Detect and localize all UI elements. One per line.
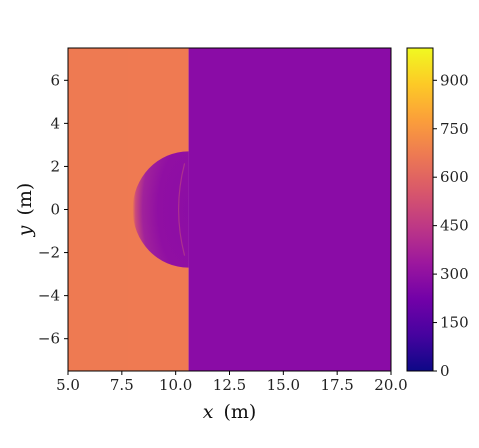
background-region [188, 48, 391, 371]
colorbar-tick-label: 750 [440, 120, 469, 138]
x-axis-ticks: 5.0 7.5 10.0 12.5 15.0 17.5 20.0 [56, 371, 408, 394]
x-axis-unit: (m) [223, 401, 256, 423]
disturbance-inner-edge [177, 163, 186, 256]
x-tick-label: 5.0 [56, 376, 80, 394]
y-axis-unit: (m) [14, 183, 36, 216]
colorbar-tick-label: 900 [440, 71, 469, 89]
y-axis-ticks: 6 4 2 0 −2 −4 −6 [38, 71, 68, 348]
disturbance-bubble [132, 151, 189, 268]
colorbar-tick-label: 300 [440, 265, 469, 283]
colorbar-tick-label: 150 [440, 314, 469, 332]
x-tick-label: 20.0 [374, 376, 407, 394]
colorbar-fill [407, 48, 433, 371]
x-axis-label: x (m) [203, 401, 257, 423]
colorbar-tick-label: 450 [440, 217, 469, 235]
colorbar: 0 150 300 450 600 750 900 [406, 47, 469, 380]
colorbar-ticks: 0 150 300 450 600 750 900 [433, 71, 469, 380]
x-tick-label: 15.0 [267, 376, 300, 394]
plot-area [68, 48, 391, 371]
x-tick-label: 17.5 [320, 376, 353, 394]
colorbar-frame [406, 47, 434, 372]
y-axis-variable: y [14, 225, 36, 237]
x-tick-label: 12.5 [213, 376, 246, 394]
y-tick-label: 4 [50, 114, 60, 132]
y-tick-label: 0 [50, 201, 60, 219]
y-tick-label: 2 [50, 157, 60, 175]
x-tick-label: 10.0 [159, 376, 192, 394]
y-tick-label: −4 [38, 287, 60, 305]
y-tick-label: −2 [38, 244, 60, 262]
y-tick-label: −6 [38, 330, 60, 348]
x-axis-variable: x [203, 401, 214, 423]
y-tick-label: 6 [50, 71, 60, 89]
x-tick-label: 7.5 [110, 376, 134, 394]
colorbar-tick-label: 600 [440, 168, 469, 186]
y-axis-label: y (m) [14, 183, 36, 238]
colorbar-tick-label: 0 [440, 362, 450, 380]
